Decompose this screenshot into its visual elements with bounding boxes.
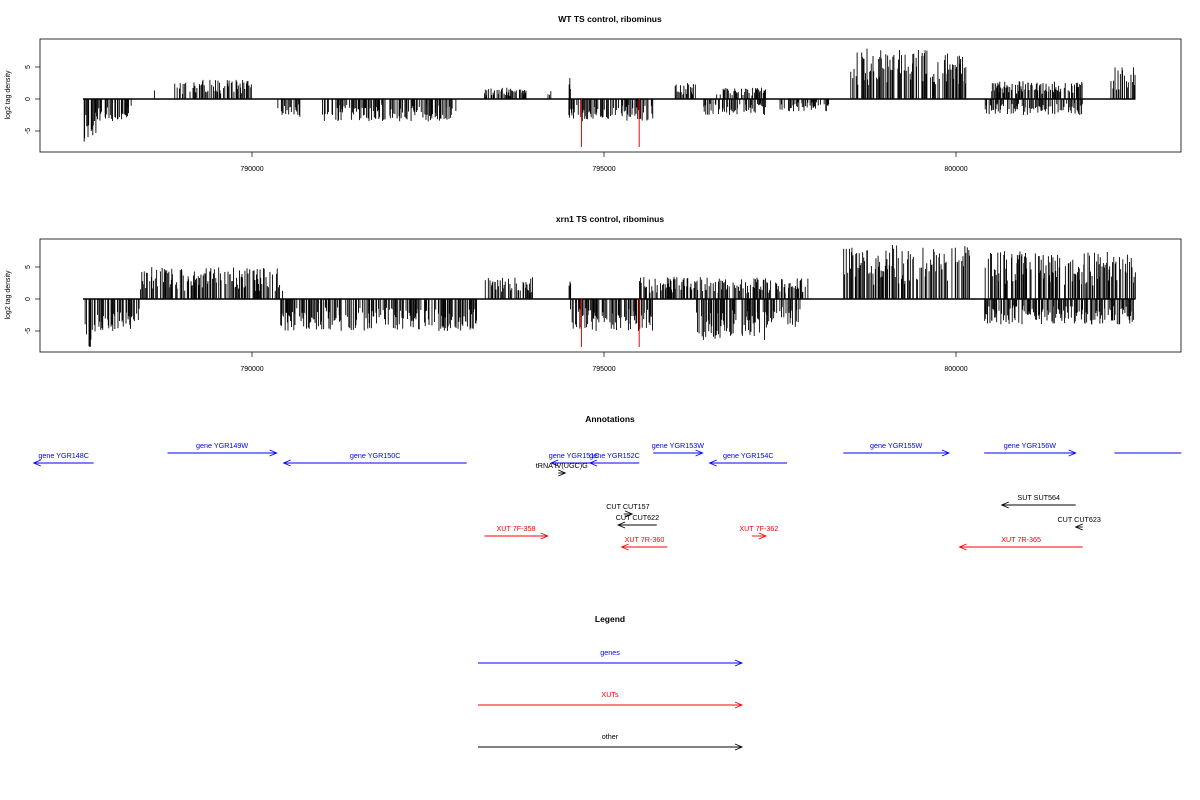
xrn1-track-panel: xrn1 TS control, ribominus log2 tag dens… <box>5 214 1182 373</box>
annotation-features: gene YGR148C gene YGR149W gene YGR150C gene… <box>32 441 1182 551</box>
legend-item: genes <box>478 648 744 667</box>
arrow-left-icon <box>282 459 291 467</box>
feature-label: XUT 7R-360 <box>625 535 665 544</box>
wt-ytick-label: 0 <box>25 97 32 101</box>
feature-label: tRNA tV(UGC)G <box>536 461 588 470</box>
legend-item: XUTs <box>478 690 744 709</box>
legend-items: genes XUTs other <box>478 648 744 751</box>
xrn1-xtick-label: 795000 <box>592 366 615 373</box>
annotation-feature: CUT CUT622 <box>616 513 659 529</box>
xrn1-ytick-label: -5 <box>25 328 32 334</box>
wt-y-axis: 5 0 -5 <box>25 65 40 134</box>
feature-label: gene YGR154C <box>723 451 774 460</box>
arrow-left-icon <box>1074 523 1083 531</box>
arrow-left-icon <box>958 543 967 551</box>
annotations-title: Annotations <box>585 414 635 424</box>
xrn1-track-ylabel: log2 tag density <box>5 270 12 320</box>
annotation-feature: gene YGR149W <box>167 441 278 457</box>
feature-label: XUT 7F-358 <box>496 524 535 533</box>
feature-label: XUT 7R-365 <box>1001 535 1041 544</box>
arrow-right-icon <box>734 659 744 667</box>
xrn1-xtick-label: 790000 <box>240 366 263 373</box>
arrow-left-icon <box>616 521 626 529</box>
arrow-right-icon <box>558 469 567 477</box>
legend-panel: Legend genes XUTs other <box>478 614 744 751</box>
arrow-right-icon <box>734 701 744 709</box>
xrn1-plot-box <box>39 238 1182 353</box>
arrow-right-icon <box>941 449 951 457</box>
arrow-left-icon <box>620 543 629 551</box>
annotation-feature: CUT CUT157 <box>606 502 650 518</box>
wt-xtick-label: 790000 <box>240 166 263 173</box>
annotation-feature: gene YGR155W <box>843 441 951 457</box>
feature-label: gene YGR156W <box>1004 441 1056 450</box>
feature-label: gene YGR153W <box>652 441 704 450</box>
annotation-feature: gene YGR148C <box>32 451 94 467</box>
annotation-feature: XUT 7R-365 <box>958 535 1083 551</box>
arrow-left-icon <box>550 459 559 467</box>
xrn1-density-bars <box>83 244 1136 347</box>
arrow-right-icon <box>734 743 744 751</box>
annotation-feature: XUT 7F-362 <box>739 524 778 540</box>
wt-x-axis: 790000 795000 800000 <box>240 152 968 173</box>
annotation-feature: gene YGR156W <box>984 441 1077 457</box>
annotation-feature: XUT 7R-360 <box>620 535 668 551</box>
feature-label: CUT CUT622 <box>616 513 659 522</box>
feature-label: gene YGR155W <box>870 441 922 450</box>
arrow-left-icon <box>1000 501 1009 509</box>
xrn1-ytick-label: 5 <box>25 265 32 269</box>
arrow-right-icon <box>540 532 549 540</box>
wt-track-title: WT TS control, ribominus <box>558 14 662 24</box>
wt-track-panel: WT TS control, ribominus log2 tag densit… <box>5 14 1182 173</box>
wt-xtick-label: 800000 <box>944 166 967 173</box>
arrow-left-icon <box>32 459 41 467</box>
wt-ytick-label: 5 <box>25 65 32 69</box>
annotation-feature: CUT CUT623 <box>1057 515 1101 531</box>
feature-label: XUT 7F-362 <box>739 524 778 533</box>
feature-label: gene YGR150C <box>350 451 401 460</box>
feature-label: gene YGR152C <box>589 451 640 460</box>
annotation-feature: gene YGR152C <box>588 451 640 467</box>
annotation-feature: tRNA tV(UGC)G <box>536 461 588 477</box>
feature-label: gene YGR151C <box>549 451 600 460</box>
annotation-feature: gene YGR153W <box>652 441 704 457</box>
arrow-left-icon <box>588 459 598 467</box>
arrow-right-icon <box>624 510 634 518</box>
xrn1-y-axis: 5 0 -5 <box>25 265 40 334</box>
wt-ytick-label: -5 <box>25 128 32 134</box>
legend-label: XUTs <box>601 690 619 699</box>
legend-label: other <box>602 732 619 741</box>
xrn1-xtick-label: 800000 <box>944 366 967 373</box>
feature-label: CUT CUT623 <box>1057 515 1100 524</box>
feature-label: gene YGR148C <box>38 451 89 460</box>
feature-label: CUT CUT157 <box>606 502 649 511</box>
feature-label: SUT SUT564 <box>1017 493 1060 502</box>
arrow-right-icon <box>695 449 704 457</box>
xrn1-ytick-label: 0 <box>25 297 32 301</box>
annotation-feature: gene YGR154C <box>708 451 788 467</box>
arrow-left-icon <box>708 459 717 467</box>
arrow-right-icon <box>269 449 278 457</box>
annotation-feature: XUT 7F-358 <box>484 524 549 540</box>
annotation-feature: gene YGR150C <box>282 451 467 467</box>
wt-xtick-label: 795000 <box>592 166 615 173</box>
wt-density-bars <box>83 48 1136 147</box>
legend-label: genes <box>600 648 620 657</box>
legend-title: Legend <box>595 614 625 624</box>
wt-plot-box <box>39 38 1182 153</box>
xrn1-x-axis: 790000 795000 800000 <box>240 352 968 373</box>
feature-label: gene YGR149W <box>196 441 248 450</box>
xrn1-track-title: xrn1 TS control, ribominus <box>556 214 664 224</box>
annotation-feature: SUT SUT564 <box>1000 493 1076 509</box>
legend-item: other <box>478 732 744 751</box>
arrow-right-icon <box>758 532 768 540</box>
arrow-right-icon <box>1068 449 1077 457</box>
wt-track-ylabel: log2 tag density <box>5 70 12 120</box>
